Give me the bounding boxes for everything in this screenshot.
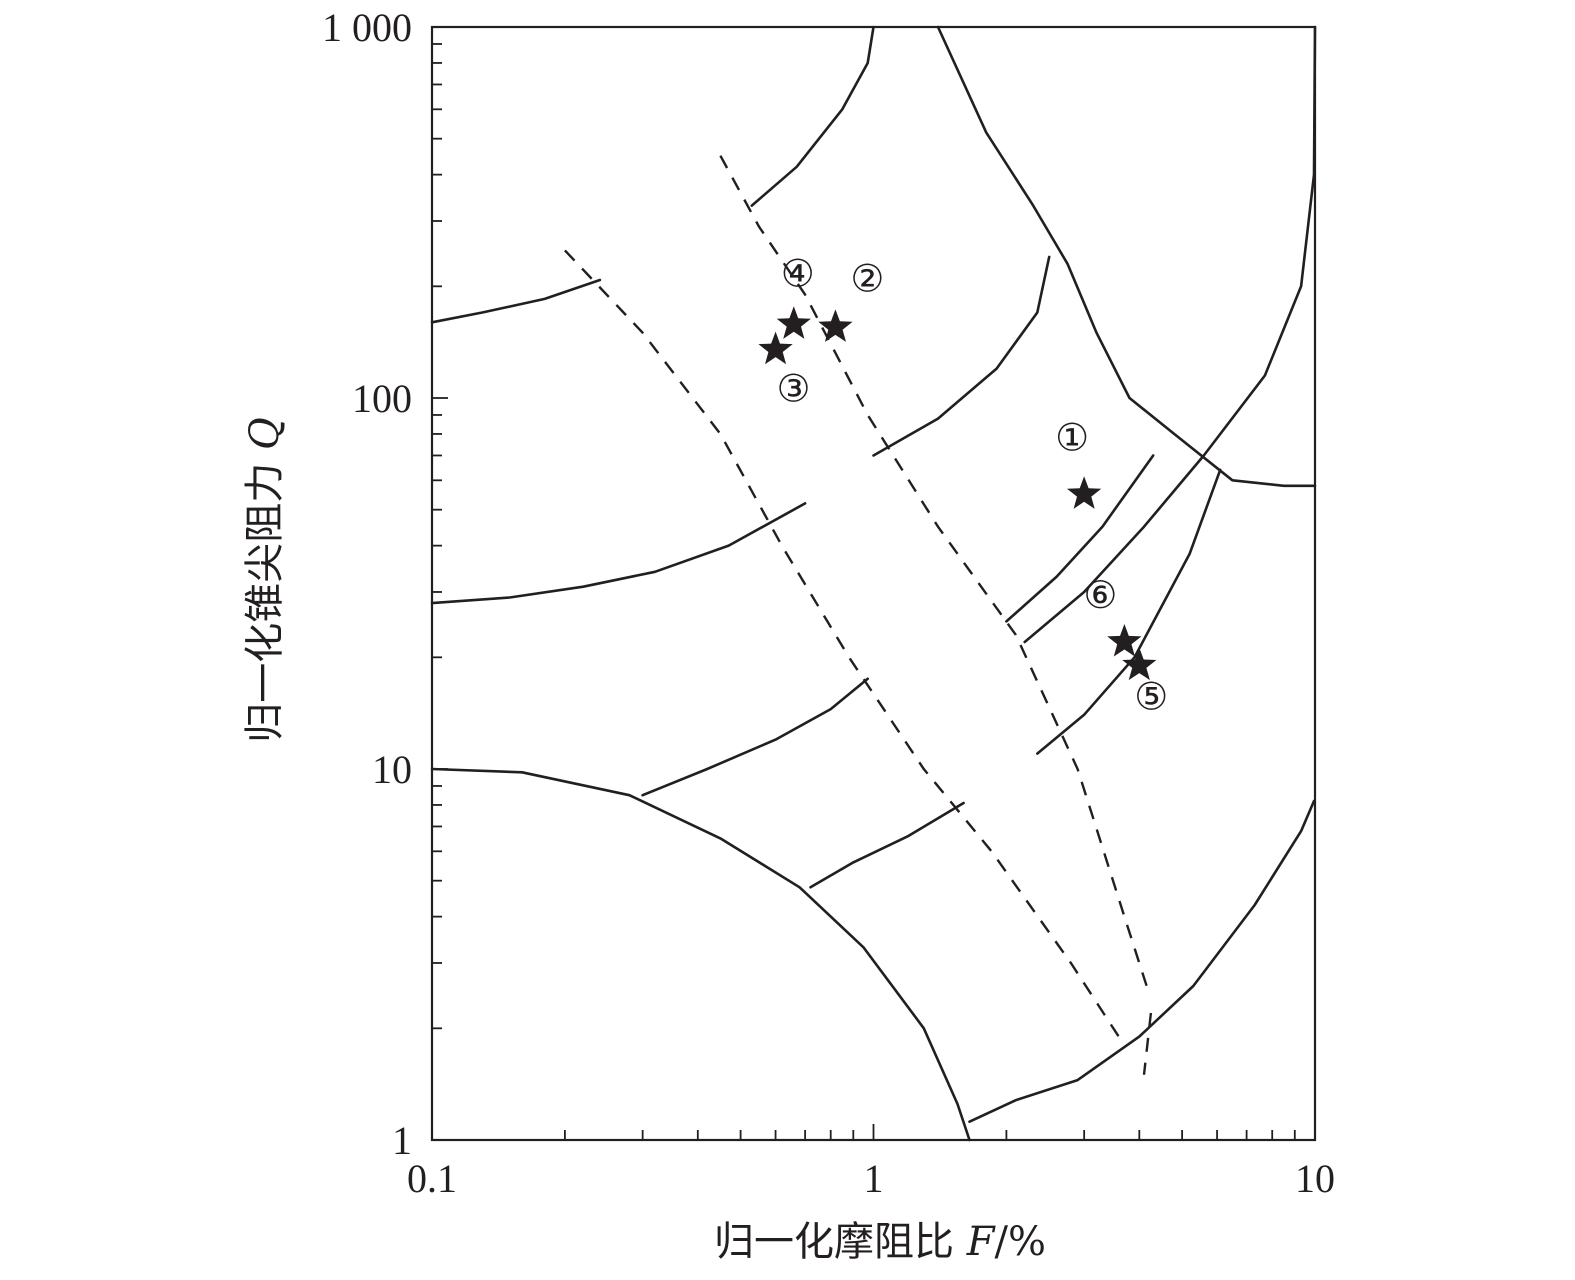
point-label: ② [850, 256, 884, 300]
zone-boundary-line [1036, 468, 1222, 755]
zone-boundary-line [750, 25, 875, 207]
zone-boundary-line [1005, 454, 1155, 623]
y-axis-title: 归一化锥尖阻力 Q [242, 417, 288, 743]
dashed-lines [564, 155, 1153, 1075]
zone-boundary-line [430, 278, 602, 324]
star-marker [1107, 624, 1142, 657]
x-axis-title-suffix: /% [995, 1219, 1046, 1265]
x-tick-label: 0.1 [407, 1156, 457, 1201]
plot-area [430, 25, 1317, 1142]
zone-boundary-line [430, 502, 807, 605]
y-tick-label: 100 [352, 376, 412, 421]
star-marker [758, 331, 793, 365]
x-axis-title-prefix: 归一化摩阻比 [714, 1219, 967, 1265]
zone-boundary-line [872, 255, 1051, 457]
zone-boundary-line [936, 25, 1317, 488]
y-axis-title-variable: Q [242, 417, 288, 450]
y-axis-title-prefix: 归一化锥尖阻力 [242, 450, 288, 743]
boundary-lines [430, 25, 1317, 1142]
y-tick-label: 1 [392, 1118, 412, 1163]
x-axis-title-variable: F [966, 1219, 996, 1265]
star-marker [1067, 476, 1102, 509]
x-tick-label: 10 [1295, 1156, 1335, 1201]
point-label: ⑥ [1083, 573, 1117, 617]
point-label: ④ [781, 251, 815, 295]
x-axis: 0.1 1 10 [407, 1124, 1335, 1201]
zone-boundary-line [809, 801, 965, 889]
data-points: ① ② ③ ④ ⑤ ⑥ [758, 251, 1168, 719]
dashed-boundary-line [719, 155, 1150, 993]
dashed-boundary-line [564, 249, 1126, 1046]
star-marker [776, 306, 811, 339]
x-tick-label: 1 [864, 1156, 884, 1201]
zone-boundary-line [1023, 25, 1317, 644]
y-tick-label: 1 000 [322, 5, 412, 50]
zone-boundary-line [641, 677, 869, 797]
x-axis-title: 归一化摩阻比 F/% [714, 1219, 1046, 1265]
point-label: ① [1055, 415, 1089, 459]
zone-boundary-line [968, 799, 1316, 1123]
point-label: ③ [777, 367, 811, 411]
dashed-boundary-line [1142, 1012, 1153, 1075]
y-axis: 1 10 100 1 000 [322, 5, 448, 1163]
point-label: ⑤ [1134, 675, 1168, 719]
y-tick-label: 10 [372, 747, 412, 792]
star-marker [818, 309, 853, 342]
plot-frame [430, 25, 1317, 1142]
star-marker [1122, 647, 1157, 681]
zone-boundary-line [430, 767, 971, 1142]
